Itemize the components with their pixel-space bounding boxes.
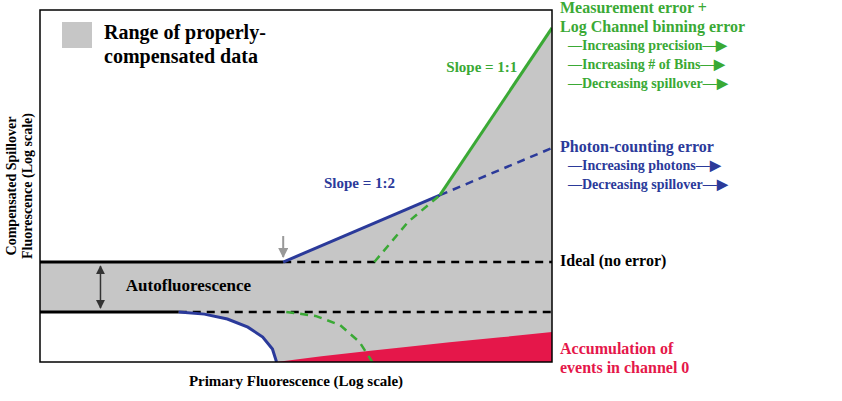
svg-text:Slope = 1:1: Slope = 1:1 bbox=[446, 59, 517, 75]
svg-text:—Decreasing spillover—▶: —Decreasing spillover—▶ bbox=[567, 76, 729, 91]
svg-text:Slope = 1:2: Slope = 1:2 bbox=[324, 175, 395, 191]
svg-text:—Increasing precision—▶: —Increasing precision—▶ bbox=[567, 38, 728, 53]
svg-text:events in channel 0: events in channel 0 bbox=[560, 359, 689, 376]
svg-text:Autofluorescence: Autofluorescence bbox=[126, 276, 252, 295]
svg-text:Accumulation of: Accumulation of bbox=[560, 340, 674, 357]
svg-text:—Increasing photons—▶: —Increasing photons—▶ bbox=[567, 158, 722, 173]
svg-text:compensated data: compensated data bbox=[104, 45, 258, 68]
svg-text:—Decreasing spillover—▶: —Decreasing spillover—▶ bbox=[567, 177, 729, 192]
svg-text:Photon-counting error: Photon-counting error bbox=[560, 138, 714, 156]
svg-text:Measurement error +: Measurement error + bbox=[560, 0, 707, 16]
svg-text:Log Channel binning error: Log Channel binning error bbox=[560, 18, 745, 36]
svg-text:Primary Fluorescence (Log scal: Primary Fluorescence (Log scale) bbox=[189, 373, 403, 390]
svg-text:Compensated Spillover: Compensated Spillover bbox=[8, 117, 19, 256]
svg-text:Ideal (no error): Ideal (no error) bbox=[560, 252, 666, 270]
svg-text:—Increasing # of Bins—▶: —Increasing # of Bins—▶ bbox=[567, 57, 726, 72]
svg-text:Range of properly-: Range of properly- bbox=[104, 21, 266, 44]
svg-text:Fluorescence (Log scale): Fluorescence (Log scale) bbox=[20, 113, 36, 259]
